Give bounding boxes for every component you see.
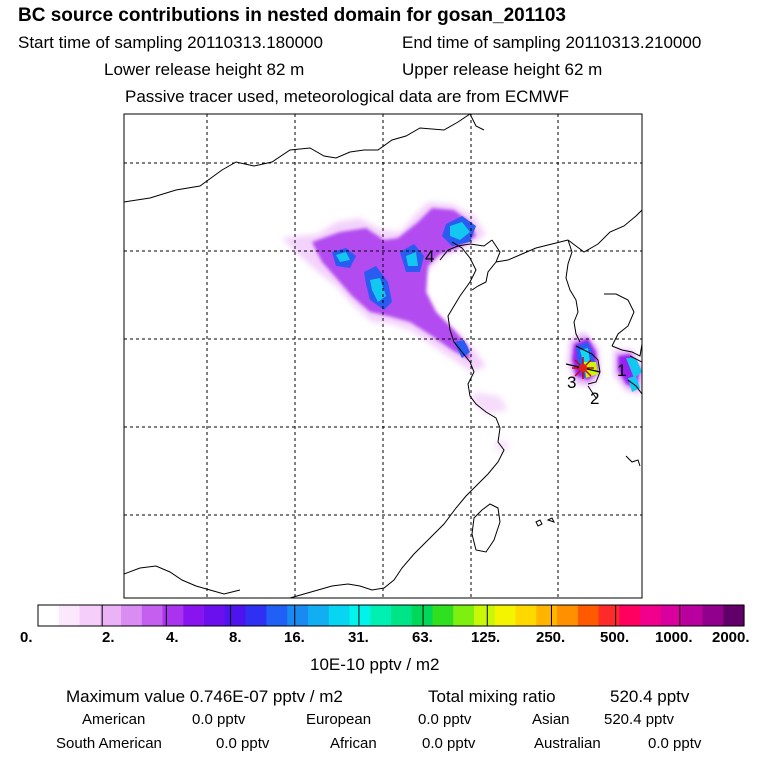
colorbar-cell [432, 605, 454, 626]
map-gridlines [124, 114, 642, 598]
colorbar-cell [391, 605, 413, 626]
american-label: American [82, 711, 146, 728]
colorbar-cell [162, 605, 184, 626]
map-area: 1 2 3 4 [124, 114, 642, 598]
map-label-2: 2 [590, 389, 599, 408]
colorbar [38, 605, 745, 626]
total-mixing-ratio-label: Total mixing ratio [428, 687, 556, 706]
european-label: European [306, 711, 372, 728]
colorbar-cell [515, 605, 537, 626]
australian-value: 0.0 pptv [648, 735, 702, 752]
colorbar-cell [79, 605, 101, 626]
colorbar-cell [640, 605, 662, 626]
colorbar-cell [266, 605, 288, 626]
colorbar-tick-label: 1000. [655, 629, 693, 646]
colorbar-cell [494, 605, 517, 626]
start-time-label: Start time of sampling 20110313.180000 [18, 33, 323, 52]
colorbar-frame [37, 604, 745, 627]
upper-release-height-label: Upper release height 62 m [402, 60, 603, 79]
colorbar-cell [702, 605, 724, 626]
colorbar-cell [141, 605, 164, 626]
african-label: African [330, 735, 377, 752]
colorbar-tick-label: 31. [348, 629, 369, 646]
colorbar-cell [328, 605, 351, 626]
colorbar-tick-label: 500. [600, 629, 630, 646]
colorbar-tick-label: 2. [102, 629, 115, 646]
colorbar-tick-label: 125. [471, 629, 501, 646]
colorbar-cell [100, 605, 122, 626]
chart-title: BC source contributions in nested domain… [18, 5, 566, 26]
colorbar-tick-label: 4. [166, 629, 179, 646]
colorbar-cell [183, 605, 205, 626]
lower-release-height-label: Lower release height 82 m [104, 60, 305, 79]
map-label-1: 1 [617, 361, 626, 380]
colorbar-cell [474, 605, 496, 626]
african-value: 0.0 pptv [422, 735, 476, 752]
colorbar-unit-label: 10E-10 pptv / m2 [310, 655, 440, 674]
european-value: 0.0 pptv [418, 711, 472, 728]
asian-label: Asian [532, 711, 570, 728]
colorbar-cell [121, 605, 143, 626]
colorbar-tick-label: 63. [412, 629, 433, 646]
colorbar-cell [38, 605, 60, 626]
map-frame [123, 113, 643, 599]
colorbar-cell [370, 605, 392, 626]
receptor-dot [579, 364, 587, 372]
concentration-field [282, 202, 642, 452]
american-value: 0.0 pptv [192, 711, 246, 728]
tracer-note: Passive tracer used, meteorological data… [125, 87, 570, 106]
colorbar-cell [557, 605, 579, 626]
colorbar-tick-label: 8. [229, 629, 242, 646]
colorbar-cell [453, 605, 475, 626]
colorbar-tick-label: 0. [20, 629, 33, 646]
colorbar-cell [245, 605, 268, 626]
colorbar-cell [598, 605, 621, 626]
colorbar-tick-label: 2000. [712, 629, 750, 646]
asian-value: 520.4 pptv [604, 711, 675, 728]
colorbar-cell [723, 605, 745, 626]
colorbar-cell [58, 605, 81, 626]
colorbar-cell [619, 605, 641, 626]
colorbar-cell [224, 605, 247, 626]
map-label-3: 3 [567, 373, 576, 392]
colorbar-cell [681, 605, 704, 626]
south-american-label: South American [56, 735, 162, 752]
colorbar-cell [349, 605, 371, 626]
colorbar-cell [536, 605, 558, 626]
map-label-4: 4 [425, 247, 434, 266]
colorbar-tick-label: 250. [536, 629, 566, 646]
south-american-value: 0.0 pptv [216, 735, 270, 752]
end-time-label: End time of sampling 20110313.210000 [402, 33, 702, 52]
colorbar-cell [287, 605, 309, 626]
maximum-value-label: Maximum value 0.746E-07 pptv / m2 [66, 687, 343, 706]
australian-label: Australian [534, 735, 601, 752]
colorbar-cell [577, 605, 600, 626]
total-mixing-ratio-value: 520.4 pptv [610, 687, 690, 706]
colorbar-cell [307, 605, 330, 626]
colorbar-cell [411, 605, 434, 626]
colorbar-cell [204, 605, 226, 626]
colorbar-cell [660, 605, 683, 626]
colorbar-tick-label: 16. [284, 629, 305, 646]
